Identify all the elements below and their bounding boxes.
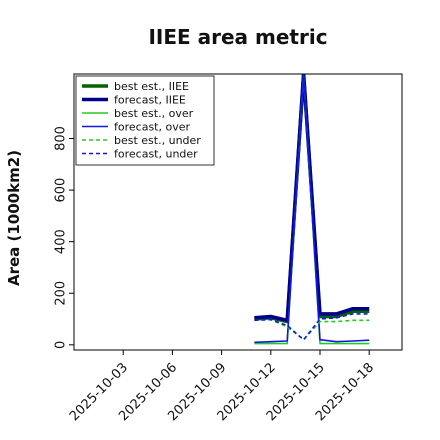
legend-entry-label: forecast, IIEE [114,94,186,107]
y-tick-label: 0 [54,341,69,349]
legend-entry-label: best est., over [114,107,194,120]
legend-box [75,75,215,166]
series-line-6 [254,313,370,341]
y-tick-label: 400 [54,229,69,254]
y-tick-label: 200 [54,281,69,306]
series-layer [254,74,370,345]
legend-entry-label: best est., IIEE [114,80,189,93]
x-axis: 2025-10-032025-10-062025-10-092025-10-12… [67,350,377,424]
y-tick-label: 600 [54,178,69,203]
y-axis-label: Area (1000km2) [5,150,23,286]
series-line-4 [254,74,370,344]
y-axis: 0 200 400 600 800 [54,126,74,349]
series-line-5 [254,318,370,341]
legend-entry-label: best est., under [114,134,201,147]
plot-frame [73,73,403,351]
legend-entry-label: forecast, over [114,121,190,134]
y-tick-label: 800 [54,126,69,151]
chart-title: IIEE area metric [148,25,327,49]
legend-entry-label: forecast, under [114,148,198,161]
